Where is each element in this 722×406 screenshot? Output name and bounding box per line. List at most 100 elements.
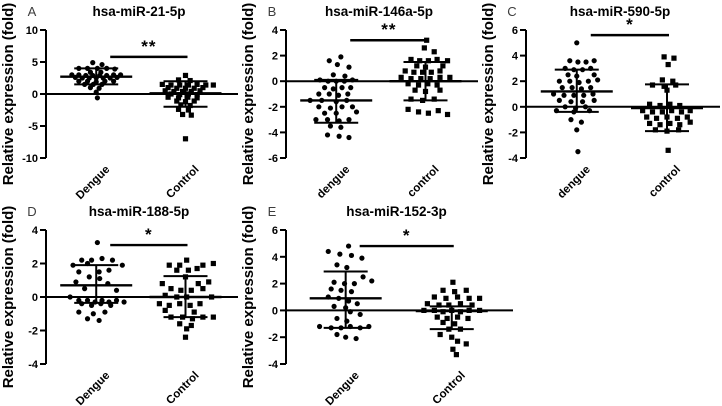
scatter-point bbox=[159, 81, 165, 87]
scatter-point bbox=[574, 127, 580, 133]
scatter-point bbox=[398, 74, 404, 80]
scatter-point bbox=[463, 287, 469, 293]
scatter-point bbox=[434, 56, 440, 63]
scatter-point bbox=[99, 255, 105, 262]
scatter-point bbox=[414, 63, 420, 69]
scatter-point bbox=[565, 72, 571, 78]
scatter-point bbox=[90, 60, 96, 66]
scatter-point bbox=[339, 85, 345, 91]
scatter-point bbox=[440, 319, 446, 326]
scatter-point bbox=[434, 314, 440, 320]
scatter-point bbox=[661, 54, 667, 60]
y-tick-label: -4 bbox=[508, 153, 519, 165]
scatter-point bbox=[418, 76, 424, 82]
scatter-point bbox=[667, 101, 673, 107]
scatter-point bbox=[113, 297, 120, 303]
scatter-point bbox=[191, 85, 197, 91]
y-tick-label: -2 bbox=[268, 102, 278, 114]
scatter-point bbox=[109, 257, 116, 263]
scatter-point bbox=[195, 281, 201, 287]
scatter-point bbox=[446, 302, 452, 308]
scatter-point bbox=[667, 120, 673, 127]
scatter-point bbox=[649, 109, 656, 115]
scatter-point bbox=[452, 321, 458, 327]
scatter-point bbox=[369, 278, 375, 284]
scatter-point bbox=[342, 73, 348, 79]
scatter-point bbox=[70, 262, 76, 268]
scatter-point bbox=[200, 286, 206, 292]
x-category-label: Dengue bbox=[74, 370, 112, 406]
x-category-label: Dengue bbox=[323, 370, 361, 406]
scatter-point bbox=[197, 88, 203, 94]
scatter-point bbox=[345, 298, 352, 304]
scatter-point bbox=[677, 102, 683, 109]
scatter-point bbox=[96, 317, 102, 324]
scatter-point bbox=[184, 326, 190, 332]
scatter-point bbox=[585, 78, 591, 84]
scatter-point bbox=[437, 87, 443, 93]
panel-c-chart: hsa-miR-590-5p C Relative expression (fold… bbox=[480, 3, 720, 200]
scatter-point bbox=[346, 134, 352, 141]
scatter-point bbox=[408, 76, 414, 82]
y-tick-label: 0 bbox=[272, 305, 278, 317]
scatter-point bbox=[476, 295, 483, 301]
scatter-point bbox=[357, 311, 363, 318]
scatter-point bbox=[444, 58, 451, 64]
scatter-point bbox=[162, 88, 168, 94]
scatter-point bbox=[177, 262, 183, 268]
scatter-point bbox=[338, 54, 344, 60]
scatter-point bbox=[360, 274, 366, 280]
scatter-point bbox=[657, 102, 663, 109]
scatter-point bbox=[99, 61, 105, 68]
scatter-point bbox=[444, 315, 450, 322]
scatter-point bbox=[177, 321, 183, 327]
scatter-point bbox=[156, 301, 162, 307]
scatter-point bbox=[165, 85, 171, 91]
scatter-point bbox=[210, 82, 216, 88]
scatter-point bbox=[687, 108, 693, 114]
scatter-point bbox=[345, 91, 351, 97]
scatter-point bbox=[436, 302, 442, 308]
scatter-point bbox=[349, 104, 356, 110]
scatter-point bbox=[344, 264, 350, 271]
scatter-point bbox=[652, 127, 658, 133]
panel-letter: D bbox=[27, 204, 36, 219]
scatter-point bbox=[94, 95, 100, 101]
scatter-point bbox=[331, 303, 337, 309]
scatter-point bbox=[575, 59, 581, 65]
scatter-point bbox=[194, 92, 200, 98]
y-tick-label: 4 bbox=[272, 252, 279, 264]
scatter-point bbox=[331, 279, 337, 285]
y-tick-label: 2 bbox=[512, 76, 518, 88]
scatter-point bbox=[670, 78, 676, 84]
scatter-point bbox=[316, 104, 322, 110]
scatter-point bbox=[194, 81, 200, 87]
scatter-point bbox=[108, 302, 114, 308]
scatter-point bbox=[188, 112, 194, 118]
scatter-point bbox=[595, 77, 601, 83]
significance-label: ** bbox=[381, 20, 396, 39]
scatter-point bbox=[84, 297, 91, 303]
scatter-point bbox=[669, 108, 675, 114]
scatter-point bbox=[428, 69, 434, 75]
scatter-point bbox=[339, 104, 345, 110]
scatter-point bbox=[562, 104, 568, 110]
scatter-point bbox=[67, 294, 73, 300]
scatter-point bbox=[313, 117, 319, 123]
y-tick-label: -4 bbox=[268, 359, 279, 371]
scatter-point bbox=[326, 58, 332, 64]
scatter-point bbox=[415, 82, 422, 88]
scatter-point bbox=[82, 286, 88, 292]
scatter-point bbox=[574, 40, 580, 46]
scatter-point bbox=[411, 69, 417, 75]
scatter-point bbox=[338, 287, 344, 293]
scatter-point bbox=[187, 102, 193, 109]
panel-e-chart: hsa-miR-152-3p E Relative expression (fold… bbox=[240, 204, 513, 406]
y-tick-label: -2 bbox=[508, 127, 518, 139]
scatter-point bbox=[185, 82, 191, 88]
scatter-point bbox=[174, 98, 180, 104]
scatter-point bbox=[579, 99, 586, 105]
scatter-point bbox=[200, 262, 206, 268]
scatter-point bbox=[575, 149, 581, 155]
panel-d: hsa-miR-188-5p D Relative expression (fold… bbox=[0, 200, 240, 406]
